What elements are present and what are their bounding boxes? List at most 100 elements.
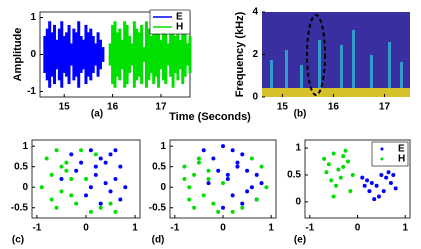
point: [249, 156, 254, 161]
point: [230, 193, 235, 198]
point: [118, 164, 123, 169]
point: [113, 209, 118, 214]
point: [331, 194, 336, 199]
y-tick-label: -0.5: [11, 202, 29, 213]
y-tick-label: 0.5: [287, 170, 301, 181]
y-tick-label: -1: [27, 86, 36, 97]
point: [98, 156, 103, 161]
point: [49, 172, 54, 177]
y-tick-label: 0: [160, 182, 166, 193]
legend-label: H: [398, 154, 405, 165]
point: [201, 148, 206, 153]
point: [44, 156, 49, 161]
y-tick-label: 1: [295, 143, 301, 154]
point: [79, 148, 84, 153]
x-tick-label: 16: [328, 102, 340, 113]
point: [221, 144, 225, 149]
point: [69, 152, 74, 157]
point: [235, 164, 240, 169]
legend-label: H: [176, 22, 183, 33]
point: [88, 185, 93, 190]
point: [84, 193, 88, 198]
point: [240, 152, 245, 157]
point: [187, 185, 192, 190]
point: [230, 209, 235, 214]
point: [326, 162, 331, 167]
x-tick-label: 17: [155, 102, 167, 113]
point: [69, 193, 74, 198]
point: [123, 185, 128, 190]
point: [338, 175, 343, 180]
x-tick-label: 16: [107, 102, 119, 113]
point: [372, 197, 377, 202]
point: [216, 168, 221, 173]
panel-label: (b): [294, 109, 307, 120]
point: [108, 201, 113, 206]
point: [341, 154, 346, 159]
point: [360, 175, 365, 180]
point: [211, 201, 216, 206]
point: [64, 160, 69, 165]
point: [384, 175, 389, 180]
point: [334, 183, 339, 188]
x-tick-label: 0: [83, 223, 89, 234]
y-tick-label: 1: [160, 141, 166, 152]
point: [196, 160, 201, 165]
point: [225, 172, 230, 177]
point: [196, 156, 201, 161]
x-tick-label: 0: [355, 223, 361, 234]
x-tick-label: -1: [170, 223, 179, 234]
point: [93, 152, 98, 157]
legend-swatch: [380, 147, 384, 151]
point: [187, 197, 192, 202]
point: [240, 201, 245, 206]
y-tick-label: 2: [252, 49, 258, 60]
x-tick-label: 0: [220, 223, 226, 234]
point: [249, 185, 254, 190]
point: [74, 201, 79, 206]
point: [259, 164, 264, 169]
point: [379, 172, 384, 177]
y-axis-label: Frequency (kHz): [234, 11, 246, 97]
point: [103, 181, 108, 186]
legend-box: [371, 141, 409, 167]
y-tick-label: 0: [22, 182, 28, 193]
x-tick-label: 1: [132, 223, 138, 234]
point: [201, 193, 206, 198]
point: [182, 177, 187, 181]
legend-swatch: [380, 157, 384, 161]
point: [182, 164, 187, 169]
point: [329, 178, 334, 183]
point: [211, 156, 216, 161]
spectrogram-image: [262, 12, 410, 97]
point: [386, 170, 391, 175]
point: [93, 164, 98, 169]
y-axis-label: Amplitude: [12, 28, 24, 82]
point: [93, 172, 98, 177]
y-tick-label: 0.5: [152, 161, 166, 172]
point: [365, 178, 370, 183]
x-tick-label: -1: [32, 223, 41, 234]
point: [113, 148, 118, 153]
x-tick-label: 17: [379, 102, 391, 113]
point: [341, 164, 346, 169]
point: [113, 177, 118, 181]
point: [74, 168, 79, 173]
panel-label: (d): [152, 235, 165, 246]
point: [49, 197, 54, 202]
legend-box: [149, 9, 191, 35]
x-tick-label: -1: [305, 223, 314, 234]
point: [54, 205, 59, 210]
point: [388, 181, 393, 186]
point: [225, 177, 230, 181]
point: [245, 189, 250, 194]
panel-label: (a): [91, 109, 103, 120]
point: [206, 181, 211, 186]
point: [98, 201, 103, 206]
point: [118, 197, 123, 202]
point: [245, 168, 250, 173]
point: [369, 181, 374, 186]
point: [108, 189, 113, 194]
x-axis-label: Time (Seconds): [169, 111, 251, 123]
